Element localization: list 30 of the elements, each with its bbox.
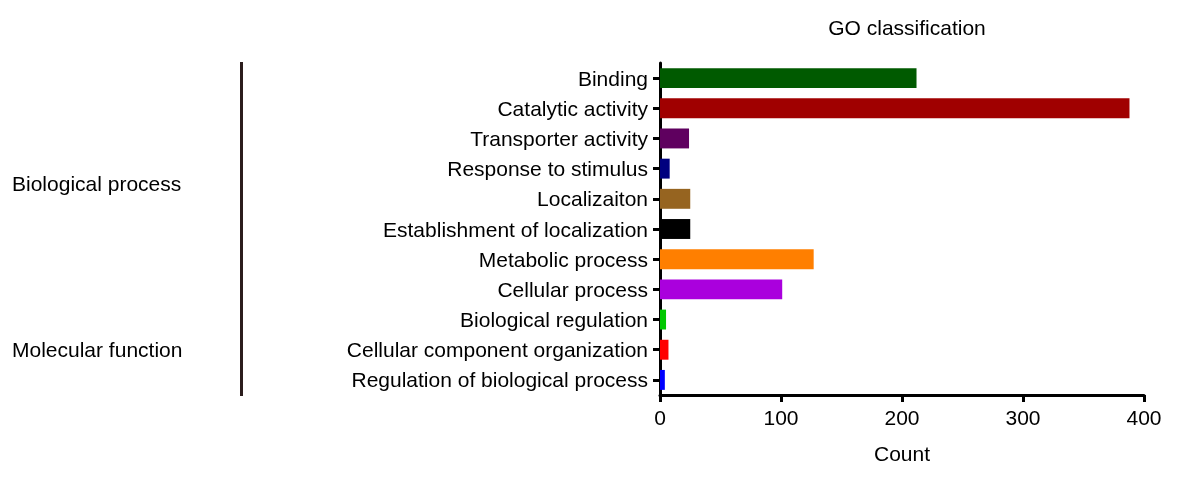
y-tick-label: Cellular process	[497, 277, 648, 301]
y-tick-label: Catalytic activity	[497, 96, 649, 120]
y-tick-label: Biological regulation	[460, 308, 648, 332]
bar	[660, 128, 690, 149]
y-tick-label: Metabolic process	[478, 247, 648, 271]
x-axis-title: Count	[873, 442, 931, 465]
bar	[660, 158, 670, 179]
text: Molecular function	[12, 338, 183, 362]
x-tick-label: 400	[1126, 406, 1162, 429]
y-tick-label: Transporter activity	[470, 126, 649, 150]
x-tick-label: 200	[884, 406, 920, 429]
bar	[660, 98, 1130, 119]
x-tick-label: 300	[1005, 406, 1041, 429]
bar	[660, 369, 665, 390]
y-tick-label: Regulation of biological process	[351, 368, 648, 392]
text: Biological process	[12, 172, 182, 196]
y-tick-label: Binding	[577, 66, 648, 90]
x-tick-label: 0	[654, 406, 666, 429]
bar	[660, 339, 669, 360]
chart-title: GO classification	[828, 16, 986, 39]
bar	[660, 188, 691, 209]
y-tick-label: Response to stimulus	[447, 157, 648, 181]
bar	[660, 279, 783, 300]
y-tick-label: Localizaiton	[537, 187, 648, 211]
x-tick-label: 100	[763, 406, 799, 429]
bar	[660, 68, 917, 89]
bar	[660, 249, 814, 270]
bar	[660, 309, 667, 330]
y-tick-label: Cellular component organization	[346, 338, 648, 362]
y-tick-label: Establishment of localization	[383, 217, 648, 241]
